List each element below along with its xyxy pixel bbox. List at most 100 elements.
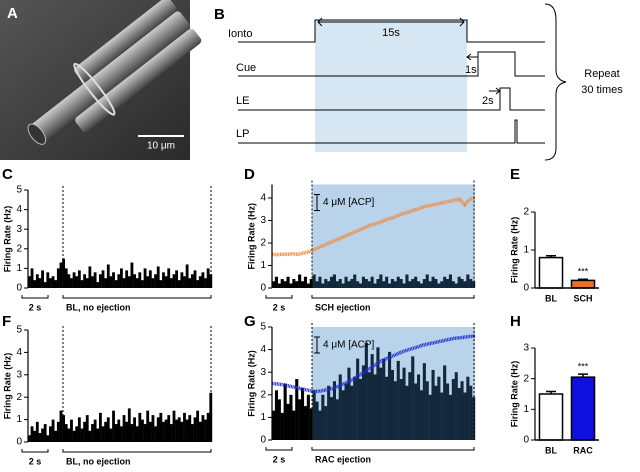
histogram-bar bbox=[98, 274, 102, 288]
histogram-bar bbox=[280, 412, 284, 440]
time-scale-label: 2 s bbox=[29, 456, 42, 466]
panel-label: G bbox=[244, 313, 256, 330]
histogram-bar bbox=[303, 406, 307, 440]
histogram-bar bbox=[138, 272, 142, 288]
histogram-bar bbox=[143, 424, 147, 442]
histogram-bar bbox=[440, 392, 444, 440]
panel-label: C bbox=[2, 166, 13, 183]
histogram-bar bbox=[112, 272, 115, 288]
histogram-bar bbox=[335, 281, 339, 288]
histogram-bar bbox=[159, 280, 163, 288]
histogram-bar bbox=[466, 274, 470, 288]
histogram-bar bbox=[28, 276, 31, 288]
histogram-bar bbox=[67, 274, 71, 288]
histogram-bar bbox=[64, 424, 68, 442]
histogram-bar bbox=[399, 279, 403, 288]
histogram-bar bbox=[318, 410, 322, 440]
histogram-bar bbox=[367, 281, 371, 288]
histogram-bar bbox=[272, 281, 276, 288]
histogram-bar bbox=[454, 283, 458, 288]
histogram-bar bbox=[327, 281, 331, 288]
histogram-bar bbox=[324, 406, 328, 440]
row-label: Cue bbox=[236, 62, 256, 74]
histogram-bar bbox=[83, 421, 87, 442]
histogram-bar bbox=[324, 279, 328, 288]
bar bbox=[538, 256, 564, 289]
histogram-bar bbox=[204, 278, 207, 288]
electrode bbox=[27, 0, 202, 145]
histogram-bar bbox=[43, 424, 47, 442]
histogram-bar bbox=[292, 279, 296, 288]
histogram-bar bbox=[188, 278, 192, 288]
histogram-bar bbox=[283, 383, 287, 440]
histogram-bar bbox=[122, 415, 126, 442]
error-bar bbox=[546, 390, 556, 394]
histogram-bar bbox=[51, 419, 55, 442]
histogram-bar bbox=[286, 276, 290, 288]
histogram-bar bbox=[414, 276, 418, 288]
y-tick-label: 4 bbox=[260, 193, 266, 204]
histogram-bar bbox=[303, 276, 307, 288]
histogram-bar bbox=[117, 419, 121, 442]
histogram-bar bbox=[417, 374, 421, 440]
histogram-bar bbox=[364, 342, 368, 440]
histogram-bar bbox=[75, 426, 79, 442]
histogram-bar bbox=[106, 264, 110, 288]
histogram-bar bbox=[98, 412, 102, 442]
y-tick-label: 1 bbox=[523, 404, 529, 415]
histogram-bar bbox=[38, 433, 42, 442]
y-tick-label: 3 bbox=[16, 224, 22, 235]
histogram-bar bbox=[54, 280, 58, 288]
histogram-bar bbox=[96, 282, 100, 288]
y-tick-label: 4 bbox=[16, 204, 22, 215]
histogram-bar bbox=[286, 403, 290, 440]
histogram-bar bbox=[28, 435, 31, 442]
y-tick-label: 1 bbox=[16, 263, 22, 274]
histogram-bar bbox=[283, 281, 287, 288]
histogram-bar bbox=[167, 415, 171, 442]
histogram-bar bbox=[56, 268, 60, 288]
histogram-bar bbox=[408, 372, 412, 440]
histogram-bar bbox=[62, 258, 65, 288]
histogram-bar bbox=[196, 410, 200, 442]
histogram-bar bbox=[72, 272, 76, 288]
histogram-bar bbox=[109, 428, 113, 442]
ejection-window bbox=[312, 184, 475, 288]
histogram-bar bbox=[460, 381, 464, 440]
histogram-bar bbox=[312, 274, 316, 288]
histogram-bar bbox=[350, 279, 354, 288]
histogram-bar bbox=[196, 280, 200, 288]
histogram-bar bbox=[306, 394, 310, 440]
histogram-bar bbox=[402, 283, 406, 288]
histogram-bar bbox=[167, 268, 171, 288]
row-label: LE bbox=[236, 95, 249, 107]
histogram-bar bbox=[154, 274, 157, 288]
histogram-bar bbox=[309, 408, 313, 440]
y-tick-label: 3 bbox=[260, 215, 266, 226]
epoch-bracket bbox=[311, 447, 475, 451]
histogram-bar bbox=[428, 394, 432, 440]
histogram-bar bbox=[350, 385, 354, 440]
histogram-bar bbox=[306, 283, 310, 288]
histogram-bar bbox=[396, 276, 400, 288]
y-tick-label: 2 bbox=[16, 392, 22, 403]
histogram-bar bbox=[104, 421, 108, 442]
histogram-bar bbox=[446, 279, 450, 288]
histogram-bar bbox=[289, 394, 293, 440]
histogram-bar bbox=[315, 401, 319, 440]
histogram-bar bbox=[315, 281, 319, 288]
histogram-bar bbox=[390, 279, 394, 288]
histogram-bar bbox=[390, 369, 394, 440]
histogram-bar bbox=[364, 279, 368, 288]
histogram-bar bbox=[451, 378, 455, 440]
concentration-scale bbox=[314, 194, 320, 211]
histogram-bar bbox=[109, 276, 113, 288]
histogram-bar bbox=[399, 378, 403, 440]
concentration-label: 4 μM [ACP] bbox=[323, 340, 375, 351]
epoch-bracket bbox=[62, 295, 212, 299]
y-tick-label: 1 bbox=[16, 414, 22, 425]
time-scale-label: 2 s bbox=[273, 302, 286, 312]
histogram-bar bbox=[338, 279, 342, 288]
epoch-label: BL, no ejection bbox=[66, 456, 131, 466]
histogram-bar bbox=[148, 421, 152, 442]
